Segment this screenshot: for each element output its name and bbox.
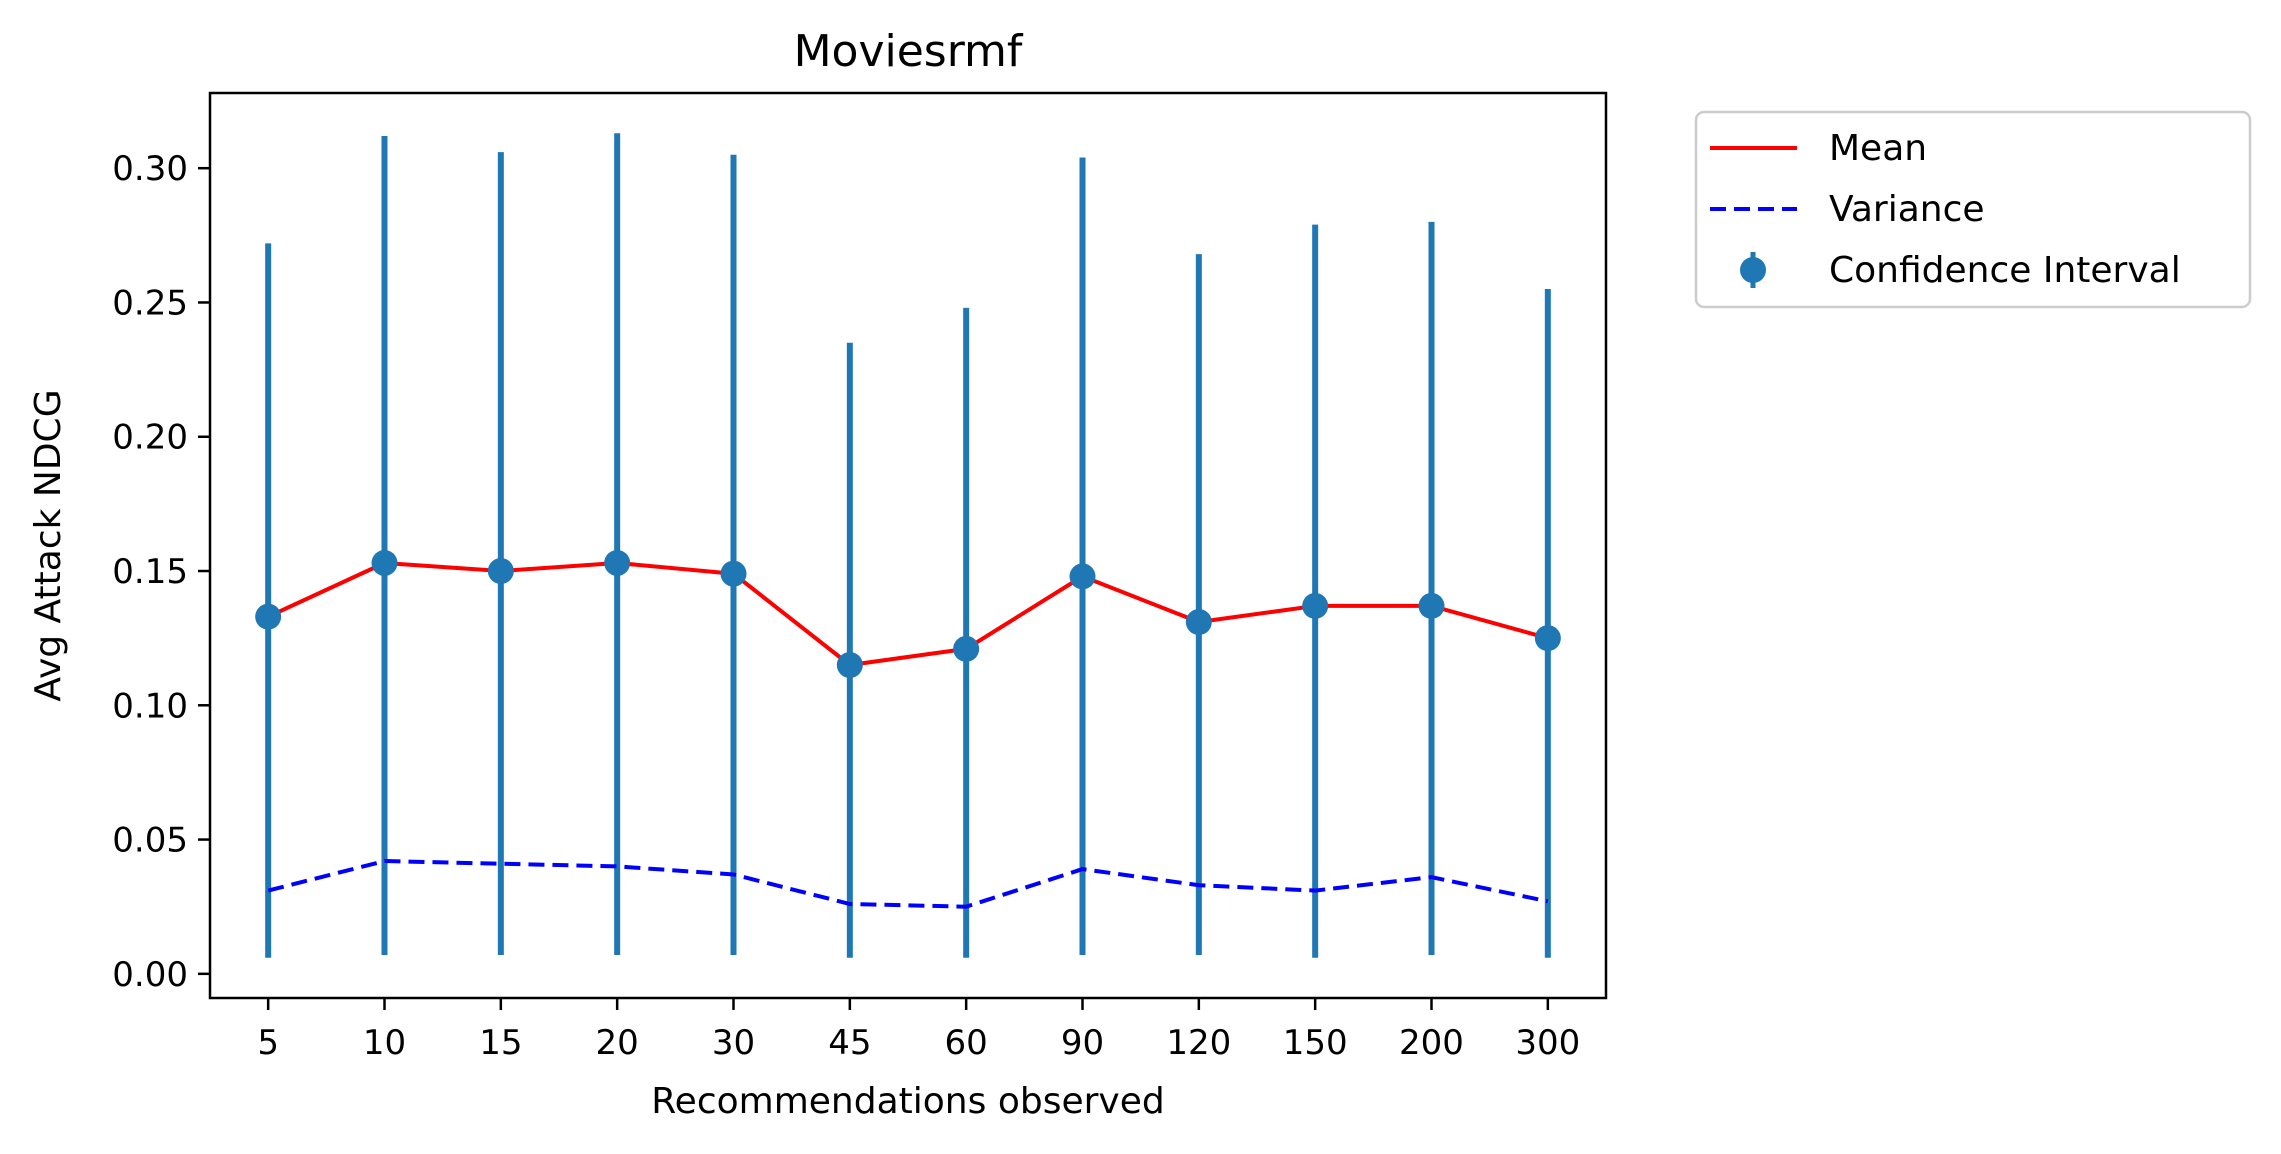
x-tick-label: 15 [479,1023,522,1063]
confidence-interval-point [953,635,980,662]
x-tick-label: 5 [257,1023,279,1063]
x-tick-label: 200 [1399,1023,1464,1063]
chart-title: Moviesrmf [794,26,1024,77]
legend-label: Mean [1829,128,1927,169]
legend: Mean Variance Confidence Interval [1694,110,2252,309]
x-tick-label: 10 [363,1023,406,1063]
legend-label: Confidence Interval [1829,250,2181,291]
confidence-interval-point [371,549,398,576]
x-axis: 5 10 15 20 30 45 60 90 120 150 200 300 [257,998,1580,1063]
x-tick-label: 30 [712,1023,755,1063]
legend-ci-swatch-point [1740,257,1766,283]
x-tick-label: 20 [596,1023,639,1063]
confidence-interval-point [1069,563,1096,590]
x-tick-label: 120 [1166,1023,1231,1063]
x-tick-label: 150 [1283,1023,1348,1063]
confidence-interval-point [1418,592,1445,619]
confidence-interval-point [1534,625,1561,652]
x-axis-label: Recommendations observed [651,1081,1164,1122]
confidence-interval-point [604,549,631,576]
plot-frame [208,91,1608,1000]
confidence-interval-point [255,603,282,630]
x-tick-label: 60 [945,1023,988,1063]
mean-line [267,560,1549,668]
y-tick-label: 0.00 [112,955,188,995]
x-tick-label: 45 [828,1023,871,1063]
legend-box [1694,110,2252,309]
variance-line [267,859,1549,909]
x-tick-label: 300 [1515,1023,1580,1063]
confidence-interval-point [836,652,863,679]
y-tick-label: 0.30 [112,149,188,189]
legend-label: Variance [1829,189,1985,230]
y-tick-label: 0.10 [112,686,188,726]
y-tick-label: 0.25 [112,283,188,323]
y-tick-label: 0.05 [112,821,188,861]
y-tick-label: 0.15 [112,552,188,592]
confidence-interval-point [1302,592,1329,619]
y-tick-label: 0.20 [112,418,188,458]
confidence-interval-point [720,560,747,587]
confidence-interval-point [487,558,514,585]
y-axis-label: Avg Attack NDCG [28,389,69,701]
x-tick-label: 90 [1061,1023,1104,1063]
y-axis: 0.00 0.05 0.10 0.15 0.20 0.25 0.30 [112,149,210,995]
plot-area [255,133,1561,958]
confidence-interval-point [1185,609,1212,636]
